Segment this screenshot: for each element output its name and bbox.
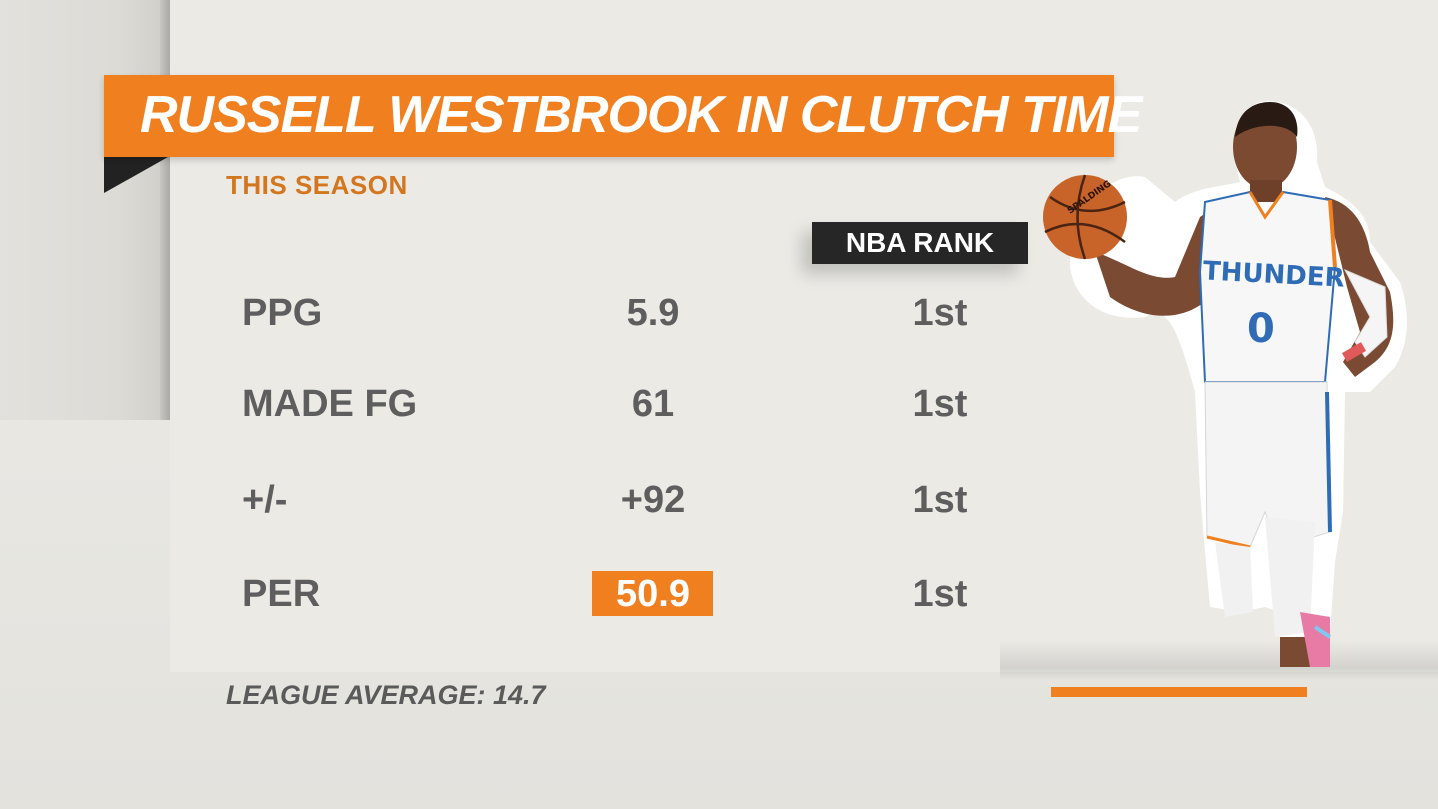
stat-value-made-fg: 61 bbox=[631, 383, 675, 425]
stat-value-per: 50.9 bbox=[616, 573, 690, 615]
stat-rank-plus-minus: 1st bbox=[912, 479, 968, 521]
stat-value-plus-minus: +92 bbox=[620, 479, 686, 521]
stat-value-ppg: 5.9 bbox=[626, 292, 680, 334]
rank-header-label: NBA RANK bbox=[845, 227, 995, 258]
floor-shadow bbox=[1000, 640, 1438, 680]
rank-header-tag bbox=[812, 222, 1028, 264]
jersey-team-text: THUNDER bbox=[1202, 256, 1345, 293]
league-average-footnote: LEAGUE AVERAGE: 14.7 bbox=[226, 680, 546, 710]
title-banner-fold bbox=[104, 157, 168, 193]
stat-rank-per: 1st bbox=[912, 573, 968, 615]
basketball-icon bbox=[1043, 175, 1127, 259]
background-panel-left bbox=[0, 0, 170, 420]
stat-value-highlight-box bbox=[592, 571, 713, 616]
graphic-subtitle: THIS SEASON bbox=[226, 170, 408, 200]
stat-label-ppg: PPG bbox=[242, 292, 323, 334]
title-banner bbox=[104, 75, 1114, 157]
stat-label-plus-minus: +/- bbox=[242, 479, 288, 521]
stat-rank-made-fg: 1st bbox=[912, 383, 968, 425]
stat-label-per: PER bbox=[242, 573, 321, 615]
stat-label-made-fg: MADE FG bbox=[242, 383, 418, 425]
graphic-title: RUSSELL WESTBROOK IN CLUTCH TIME bbox=[140, 86, 1142, 144]
jersey-number-text: 0 bbox=[1247, 306, 1275, 352]
accent-line bbox=[1051, 687, 1307, 697]
basketball-player-photo-icon: SPALDING THUNDER 0 bbox=[1043, 101, 1407, 668]
stat-rank-ppg: 1st bbox=[912, 292, 968, 334]
